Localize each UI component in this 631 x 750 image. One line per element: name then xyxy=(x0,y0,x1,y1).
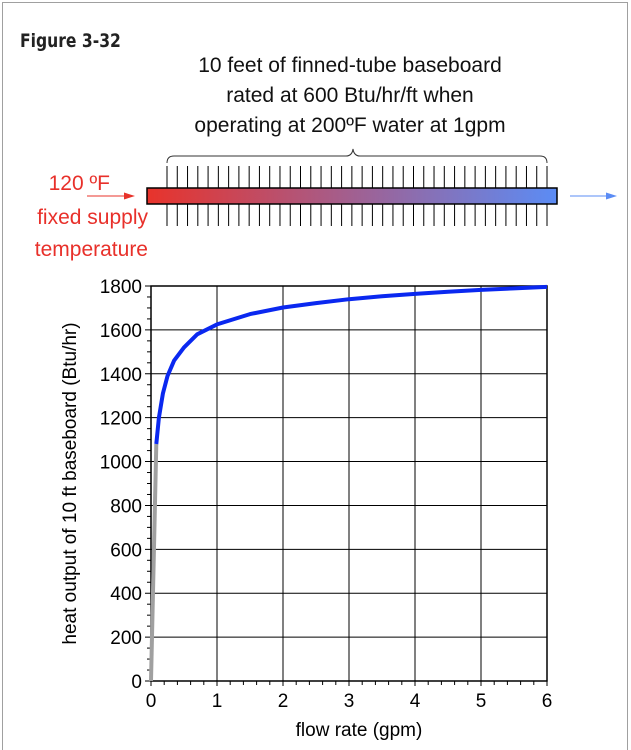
caption-line-2: rated at 600 Btu/hr/ft when xyxy=(226,84,474,107)
brace xyxy=(166,148,548,164)
caption-line-3: operating at 200ºF water at 1gpm xyxy=(194,114,506,137)
figure-label: Figure 3-32 xyxy=(20,30,121,52)
outlet-arrowhead xyxy=(606,192,617,200)
fins xyxy=(166,166,548,226)
baseboard-tube xyxy=(146,187,558,205)
baseboard-diagram xyxy=(87,148,617,226)
supply-temp: 120 ºF xyxy=(48,172,110,195)
inlet-arrowhead xyxy=(124,192,135,200)
caption-line-1: 10 feet of finned-tube baseboard xyxy=(198,54,502,77)
supply-label-2: temperature xyxy=(34,238,148,261)
supply-label-1: fixed supply xyxy=(37,206,148,229)
